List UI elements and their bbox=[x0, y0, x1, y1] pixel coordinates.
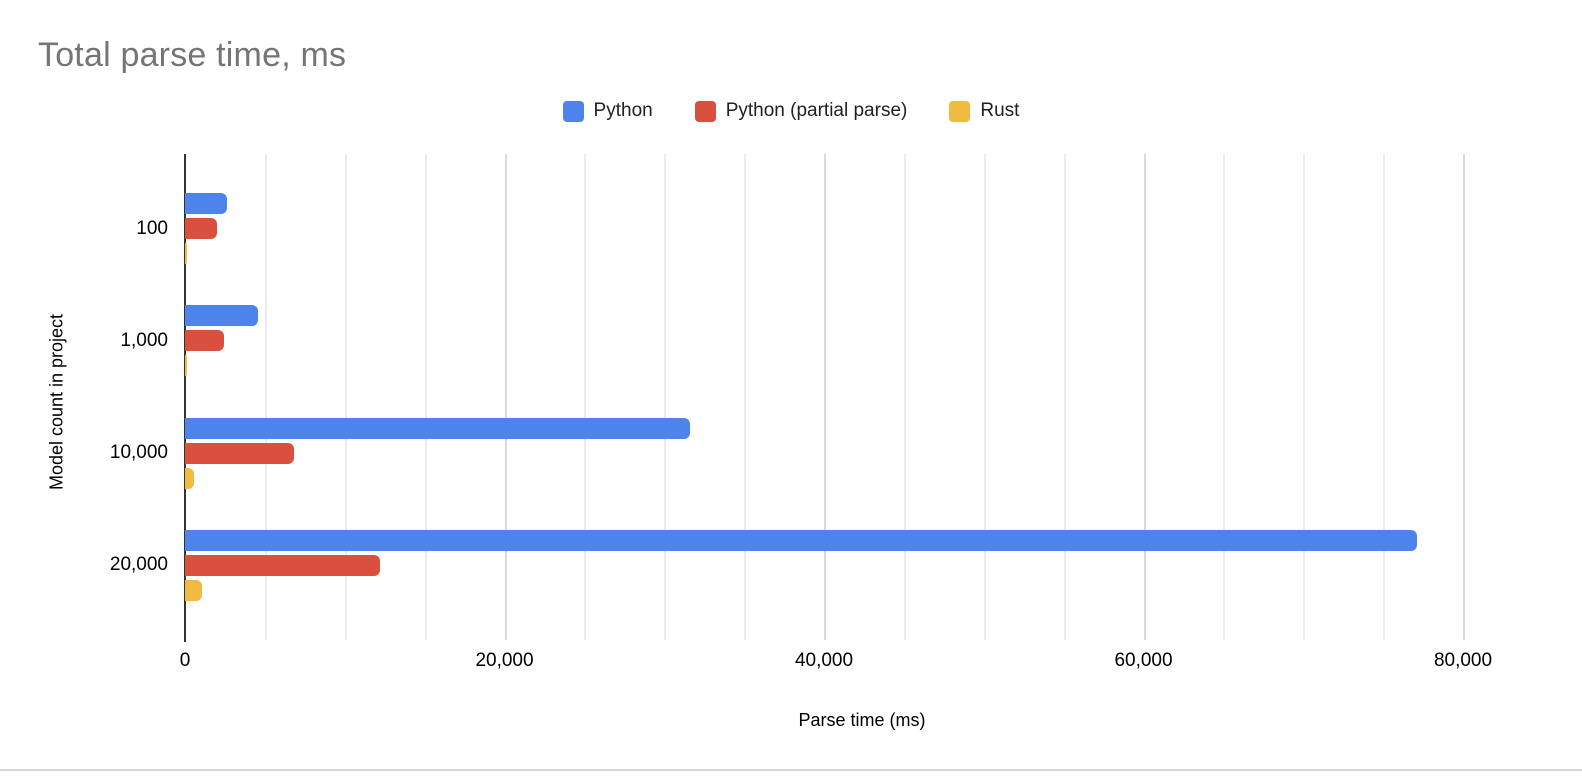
major-gridline-40000 bbox=[824, 154, 826, 640]
minor-gridline-65000 bbox=[1223, 154, 1226, 640]
legend-item-python[interactable]: Python bbox=[562, 100, 653, 122]
major-gridline-60000 bbox=[1143, 154, 1146, 640]
bottom-divider bbox=[0, 769, 1582, 771]
bar-python-partial-parse-1-000[interactable] bbox=[185, 330, 225, 352]
bar-rust-10-000[interactable] bbox=[185, 467, 194, 489]
minor-gridline-45000 bbox=[903, 154, 906, 640]
y-axis-title: Model count in project bbox=[46, 313, 67, 491]
y-category-label-100: 100 bbox=[136, 217, 168, 239]
legend-swatch-icon bbox=[694, 100, 716, 122]
minor-gridline-5000 bbox=[264, 154, 267, 640]
x-tick-label-20-000: 20,000 bbox=[475, 650, 534, 671]
bar-rust-1-000[interactable] bbox=[185, 355, 188, 377]
legend-item-python-partial-parse[interactable]: Python (partial parse) bbox=[694, 100, 908, 122]
bar-python-1-000[interactable] bbox=[185, 305, 258, 327]
minor-gridline-10000 bbox=[344, 154, 347, 640]
chart-title: Total parse time, ms bbox=[38, 36, 347, 74]
y-category-label-1-000: 1,000 bbox=[120, 329, 168, 351]
bar-python-20-000[interactable] bbox=[185, 529, 1417, 551]
legend: Python Python (partial parse) Rust bbox=[0, 100, 1582, 122]
legend-swatch-icon bbox=[562, 100, 584, 122]
bar-rust-100[interactable] bbox=[185, 243, 187, 264]
bar-python-100[interactable] bbox=[185, 193, 227, 214]
minor-gridline-70000 bbox=[1303, 154, 1306, 640]
minor-gridline-25000 bbox=[584, 154, 587, 640]
x-tick-label-60-000: 60,000 bbox=[1114, 650, 1173, 671]
minor-gridline-75000 bbox=[1383, 154, 1386, 640]
minor-gridline-55000 bbox=[1063, 154, 1066, 640]
legend-item-rust[interactable]: Rust bbox=[949, 100, 1019, 122]
bar-python-partial-parse-10-000[interactable] bbox=[185, 442, 294, 464]
legend-swatch-icon bbox=[949, 100, 971, 122]
minor-gridline-30000 bbox=[664, 154, 667, 640]
minor-gridline-35000 bbox=[744, 154, 747, 640]
bar-python-10-000[interactable] bbox=[185, 417, 690, 439]
x-tick-label-40-000: 40,000 bbox=[794, 650, 854, 671]
x-tick-label-80-000: 80,000 bbox=[1433, 650, 1493, 671]
major-gridline-80000 bbox=[1463, 154, 1465, 640]
bar-python-partial-parse-100[interactable] bbox=[185, 218, 217, 239]
bar-python-partial-parse-20-000[interactable] bbox=[185, 554, 380, 576]
minor-gridline-15000 bbox=[424, 154, 427, 640]
x-tick-label-0: 0 bbox=[179, 650, 191, 671]
y-axis-line bbox=[184, 154, 186, 642]
legend-label: Python bbox=[593, 100, 653, 121]
major-gridline-20000 bbox=[504, 154, 507, 640]
y-category-label-20-000: 20,000 bbox=[109, 554, 168, 576]
bar-rust-20-000[interactable] bbox=[185, 579, 202, 601]
y-category-label-10-000: 10,000 bbox=[109, 442, 168, 464]
legend-label: Python (partial parse) bbox=[725, 100, 908, 121]
x-axis-title: Parse time (ms) bbox=[798, 710, 926, 730]
legend-label: Rust bbox=[980, 100, 1020, 121]
minor-gridline-50000 bbox=[983, 154, 986, 640]
